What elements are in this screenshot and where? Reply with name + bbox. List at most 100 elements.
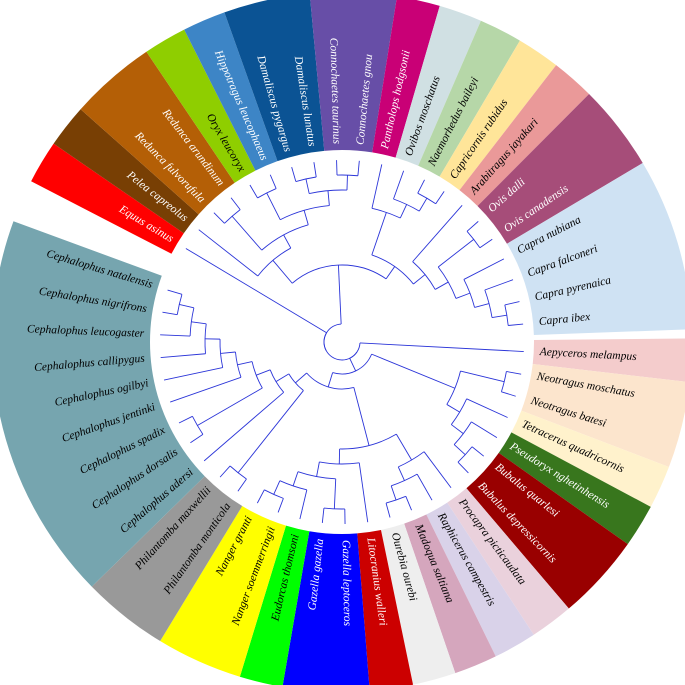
- branch-arc: [261, 224, 309, 251]
- clade-wedge: [282, 531, 370, 685]
- branch-arc: [306, 372, 354, 390]
- species-label: Connochaetes taurinus: [327, 38, 342, 145]
- clade-wedge: [404, 514, 496, 674]
- branch: [506, 371, 522, 375]
- branch: [313, 162, 317, 178]
- branch: [357, 160, 360, 176]
- branch: [390, 485, 397, 501]
- clade-wedge: [521, 364, 685, 468]
- clade-wedge: [380, 523, 456, 685]
- branch: [316, 461, 320, 477]
- clade-wedge: [439, 40, 557, 191]
- branch-layer: [160, 160, 524, 524]
- species-label: Cephalophus leucogaster: [27, 323, 145, 340]
- branch-arc: [349, 342, 361, 359]
- branch: [275, 373, 290, 383]
- branch: [167, 289, 183, 295]
- branch: [359, 342, 524, 352]
- clade-wedge: [80, 51, 235, 215]
- branch: [303, 210, 309, 225]
- species-label: Capra ibex: [538, 311, 591, 328]
- branch: [423, 451, 452, 488]
- branch: [412, 204, 463, 262]
- branch: [418, 197, 428, 212]
- branch: [197, 387, 263, 426]
- clade-wedge: [310, 0, 397, 153]
- branch: [353, 387, 370, 446]
- species-label: Aepyceros melampus: [538, 346, 637, 363]
- branch-arc: [391, 473, 418, 487]
- clade-wedge: [31, 143, 184, 254]
- clade-wedge: [224, 0, 325, 162]
- clade-wedge: [160, 506, 286, 677]
- branch: [471, 446, 485, 457]
- branch: [455, 292, 471, 299]
- branch: [190, 434, 204, 444]
- branch: [220, 351, 236, 354]
- branch: [471, 421, 498, 438]
- clade-wedge: [498, 432, 651, 545]
- branch-arc: [453, 421, 472, 445]
- branch: [299, 489, 308, 520]
- branch-arc: [323, 507, 345, 510]
- clade-wedge: [91, 476, 243, 642]
- branch: [237, 361, 253, 366]
- branch: [295, 372, 307, 384]
- branch-arc: [309, 189, 347, 195]
- branch: [272, 260, 293, 284]
- branch: [198, 229, 259, 277]
- branch: [466, 398, 508, 418]
- branch: [358, 462, 369, 523]
- clade-wedge: [395, 5, 481, 166]
- clade-wedge: [532, 338, 685, 382]
- branch: [321, 507, 325, 523]
- clade-wedge: [0, 221, 205, 587]
- branch: [231, 215, 263, 251]
- branch: [170, 376, 242, 403]
- branch: [453, 444, 466, 456]
- branch-arc: [235, 351, 242, 378]
- branch-arc: [323, 332, 327, 352]
- branch: [327, 190, 330, 206]
- branch-arc: [417, 192, 436, 205]
- branch: [479, 238, 493, 249]
- branch: [179, 303, 194, 309]
- branch: [185, 248, 327, 334]
- branch: [395, 433, 412, 461]
- branch: [397, 466, 405, 481]
- clade-wedge: [459, 65, 590, 206]
- branch: [413, 274, 426, 285]
- branch-arc: [337, 174, 358, 177]
- branch: [504, 301, 520, 306]
- branch: [399, 204, 408, 219]
- branch-arc: [288, 373, 304, 391]
- branch: [327, 372, 334, 388]
- branch: [417, 179, 425, 194]
- branch: [191, 321, 207, 325]
- branch: [249, 184, 258, 199]
- branch: [162, 311, 178, 316]
- branch: [273, 480, 281, 495]
- clade-wedge: [511, 410, 669, 507]
- branch: [501, 391, 516, 397]
- branch: [435, 191, 445, 205]
- branch: [237, 478, 247, 492]
- branch: [160, 334, 191, 337]
- branch: [337, 265, 342, 325]
- clade-wedge: [239, 525, 310, 685]
- clade-wedge: [418, 20, 520, 177]
- branch: [371, 212, 387, 256]
- branch: [292, 471, 299, 487]
- branch: [160, 353, 206, 359]
- branch: [237, 390, 304, 474]
- branch: [405, 496, 412, 511]
- branch-arc: [393, 198, 420, 212]
- branch-arc: [446, 370, 461, 405]
- branch: [230, 197, 241, 210]
- branch: [434, 281, 449, 290]
- branch: [178, 415, 193, 424]
- clade-wedge: [477, 94, 643, 244]
- branch: [256, 369, 271, 376]
